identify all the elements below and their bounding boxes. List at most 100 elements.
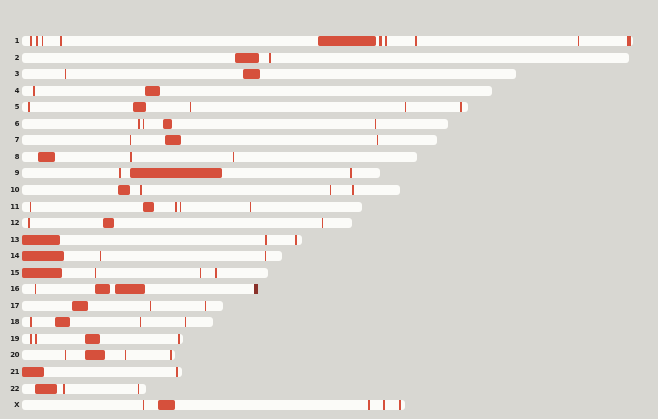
tick-mark bbox=[254, 284, 258, 295]
chromosome-bar bbox=[22, 367, 182, 377]
chromosome-row: 19 bbox=[0, 333, 658, 344]
tick-mark bbox=[140, 317, 141, 328]
tick-mark bbox=[330, 184, 331, 195]
tick-mark bbox=[185, 317, 186, 328]
highlight-segment bbox=[72, 300, 88, 311]
tick-mark bbox=[150, 300, 151, 311]
highlight-segment bbox=[130, 168, 222, 179]
tick-mark bbox=[130, 151, 132, 162]
tick-mark bbox=[100, 251, 101, 262]
chromosome-bar bbox=[22, 118, 448, 129]
tick-mark bbox=[143, 400, 144, 411]
tick-mark bbox=[399, 400, 401, 411]
tick-mark bbox=[200, 267, 201, 278]
chromosome-bar bbox=[22, 168, 380, 179]
highlight-segment bbox=[22, 251, 64, 262]
chromosome-bar bbox=[22, 36, 633, 46]
tick-mark bbox=[176, 367, 178, 377]
tick-mark bbox=[63, 383, 65, 394]
highlight-segment bbox=[38, 151, 55, 162]
tick-mark bbox=[65, 69, 66, 80]
chromosome-label: 16 bbox=[10, 285, 19, 294]
tick-mark bbox=[352, 184, 354, 195]
highlight-segment bbox=[95, 284, 110, 295]
tick-mark bbox=[28, 102, 30, 113]
tick-mark bbox=[30, 333, 32, 344]
tick-mark bbox=[265, 251, 266, 262]
tick-mark bbox=[405, 102, 406, 113]
tick-mark bbox=[385, 36, 387, 46]
highlight-segment bbox=[85, 333, 100, 344]
tick-mark bbox=[35, 333, 37, 344]
highlight-segment bbox=[243, 69, 260, 80]
chromosome-label: 10 bbox=[10, 185, 19, 194]
tick-mark bbox=[215, 267, 217, 278]
tick-mark bbox=[377, 135, 378, 146]
chromosome-label: 15 bbox=[10, 268, 19, 277]
highlight-segment bbox=[158, 400, 175, 411]
highlight-segment bbox=[145, 85, 160, 96]
tick-mark bbox=[119, 168, 121, 179]
chromosome-bar bbox=[22, 69, 516, 80]
chromosome-row: 15 bbox=[0, 267, 658, 278]
chromosome-row: 17 bbox=[0, 300, 658, 311]
tick-mark bbox=[350, 168, 352, 179]
tick-mark bbox=[138, 118, 140, 129]
tick-mark bbox=[42, 36, 43, 46]
chromosome-bar bbox=[22, 184, 400, 195]
tick-mark bbox=[460, 102, 462, 113]
tick-mark bbox=[140, 184, 142, 195]
tick-mark bbox=[178, 333, 180, 344]
chromosome-bar bbox=[22, 201, 362, 212]
chromosome-row: 7 bbox=[0, 135, 658, 146]
chromosome-bar bbox=[22, 85, 492, 96]
tick-mark bbox=[379, 36, 382, 46]
chromosome-row: 18 bbox=[0, 317, 658, 328]
chromosome-label: 22 bbox=[10, 384, 19, 393]
tick-mark bbox=[250, 201, 251, 212]
highlight-segment bbox=[235, 52, 259, 63]
tick-mark bbox=[375, 118, 376, 129]
tick-mark bbox=[233, 151, 234, 162]
highlight-segment bbox=[165, 135, 181, 146]
tick-mark bbox=[265, 234, 267, 245]
tick-mark bbox=[175, 201, 177, 212]
chromosome-bar bbox=[22, 102, 468, 113]
chromosome-label: 11 bbox=[10, 202, 19, 211]
tick-mark bbox=[95, 267, 96, 278]
chromosome-row: 14 bbox=[0, 251, 658, 262]
chromosome-label: 14 bbox=[10, 252, 19, 261]
chromosome-label: 3 bbox=[14, 70, 20, 79]
chromosome-bar bbox=[22, 251, 282, 262]
tick-mark bbox=[170, 350, 172, 361]
tick-mark bbox=[578, 36, 579, 46]
chromosome-label: 19 bbox=[10, 334, 19, 343]
chromosome-row: 1 bbox=[0, 36, 658, 46]
highlight-segment bbox=[318, 36, 376, 46]
tick-mark bbox=[322, 218, 323, 229]
chromosome-label: 13 bbox=[10, 235, 19, 244]
tick-mark bbox=[180, 201, 181, 212]
chromosome-row: 6 bbox=[0, 118, 658, 129]
tick-mark bbox=[33, 85, 35, 96]
highlight-segment bbox=[35, 383, 57, 394]
chromosome-bar bbox=[22, 218, 352, 229]
tick-mark bbox=[35, 284, 36, 295]
tick-mark bbox=[143, 118, 144, 129]
chromosome-label: 21 bbox=[10, 368, 19, 376]
tick-mark bbox=[627, 36, 631, 46]
highlight-segment bbox=[115, 284, 145, 295]
chromosome-row: 9 bbox=[0, 168, 658, 179]
chromosome-label: 18 bbox=[10, 318, 19, 327]
chromosome-label: 2 bbox=[14, 53, 20, 62]
chromosome-bar bbox=[22, 135, 437, 146]
tick-mark bbox=[205, 300, 206, 311]
chromosome-row: 5 bbox=[0, 102, 658, 113]
chromosome-label: 17 bbox=[10, 301, 19, 310]
chromosome-label: 7 bbox=[14, 136, 20, 145]
tick-mark bbox=[383, 400, 385, 411]
chromosome-bar bbox=[22, 151, 417, 162]
tick-mark bbox=[65, 350, 66, 361]
chromosome-row: 2 bbox=[0, 52, 658, 63]
